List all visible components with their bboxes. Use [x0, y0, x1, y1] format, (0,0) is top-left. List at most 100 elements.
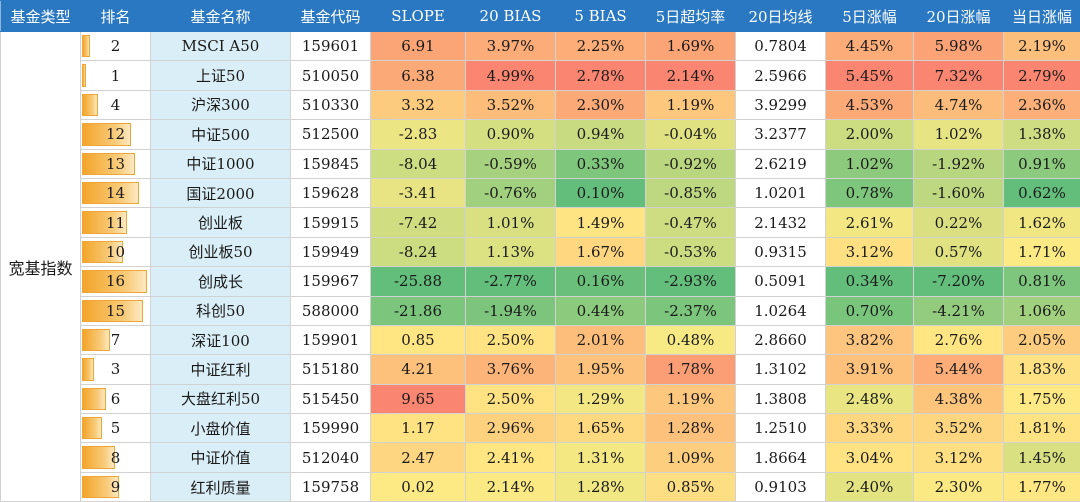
header-chg5[interactable]: 5日涨幅 — [825, 0, 914, 32]
ma20-cell: 0.9103 — [735, 471, 826, 502]
header-bias5[interactable]: 5 BIAS — [555, 0, 646, 32]
rank-value: 4 — [110, 95, 121, 114]
table-row[interactable]: 12 中证500 512500 -2.83 0.90% 0.94% -0.04% 3.2377… — [1, 119, 1080, 150]
fund-code-cell: 510050 — [290, 60, 371, 91]
table-row[interactable]: 10 创业板50 159949 -8.24 1.13% 1.67% -0.53% 0.9315… — [1, 236, 1080, 268]
chg5-cell: 2.61% — [825, 207, 914, 238]
slope-cell: -8.24 — [370, 236, 466, 268]
bias20-cell: 0.90% — [465, 119, 556, 150]
header-fund-name[interactable]: 基金名称 — [150, 0, 291, 32]
ma20-cell: 2.6219 — [735, 148, 826, 179]
chg20-cell: 2.30% — [913, 471, 1004, 502]
chg1-cell: 1.38% — [1003, 119, 1080, 150]
rank-data-bar — [82, 417, 103, 440]
table-row[interactable]: 1 上证50 510050 6.38 4.99% 2.78% 2.14% 2.5966 5.45… — [1, 60, 1080, 91]
chg20-cell: 7.32% — [913, 60, 1004, 91]
chg5-cell: 3.12% — [825, 236, 914, 268]
chg5-cell: 0.34% — [825, 266, 914, 297]
chg20-cell: -4.21% — [913, 295, 1004, 326]
table-row[interactable]: 16 创成长 159967 -25.88 -2.77% 0.16% -2.93% 0.5091… — [1, 266, 1080, 297]
fund-code-cell: 159901 — [290, 324, 371, 356]
bias20-cell: 1.13% — [465, 236, 556, 268]
excess5-cell: 1.09% — [645, 442, 736, 473]
fund-code-cell: 159990 — [290, 413, 371, 444]
header-chg1[interactable]: 当日涨幅 — [1003, 0, 1080, 32]
table-row[interactable]: 6 大盘红利50 515450 9.65 2.50% 1.29% 1.19% 1.3808 2.… — [1, 383, 1080, 415]
chg5-cell: 5.45% — [825, 60, 914, 91]
excess5-cell: -0.85% — [645, 177, 736, 209]
rank-value: 2 — [110, 37, 121, 56]
fund-code-cell: 159628 — [290, 177, 371, 209]
chg20-cell: 1.02% — [913, 119, 1004, 150]
chg1-cell: 2.05% — [1003, 324, 1080, 356]
chg5-cell: 3.82% — [825, 324, 914, 356]
chg1-cell: 1.45% — [1003, 442, 1080, 473]
excess5-cell: -2.93% — [645, 266, 736, 297]
header-fund-type[interactable]: 基金类型 — [0, 0, 81, 32]
bias20-cell: 2.50% — [465, 324, 556, 356]
header-chg20[interactable]: 20日涨幅 — [913, 0, 1004, 32]
header-excess5[interactable]: 5日超均率 — [645, 0, 736, 32]
chg5-cell: 1.02% — [825, 148, 914, 179]
table-row[interactable]: 3 中证红利 515180 4.21 3.76% 1.95% 1.78% 1.3102 3.91… — [1, 354, 1080, 385]
rank-cell: 6 — [80, 383, 151, 415]
bias5-cell: 1.31% — [555, 442, 646, 473]
fund-name-cell: 创成长 — [150, 266, 291, 297]
chg20-cell: -1.60% — [913, 177, 1004, 209]
chg5-cell: 2.00% — [825, 119, 914, 150]
fund-code-cell: 588000 — [290, 295, 371, 326]
header-ma20[interactable]: 20日均线 — [735, 0, 826, 32]
fund-name-cell: MSCI A50 — [150, 30, 291, 62]
rank-value: 8 — [110, 448, 121, 467]
slope-cell: -3.41 — [370, 177, 466, 209]
bias20-cell: -0.59% — [465, 148, 556, 179]
rank-cell: 12 — [80, 119, 151, 150]
table-row[interactable]: 5 小盘价值 159990 1.17 2.96% 1.65% 1.28% 1.2510 3.33… — [1, 413, 1080, 444]
header-fund-code[interactable]: 基金代码 — [290, 0, 371, 32]
table-row[interactable]: 15 科创50 588000 -21.86 -1.94% 0.44% -2.37% 1.026… — [1, 295, 1080, 326]
slope-cell: 2.47 — [370, 442, 466, 473]
table-row[interactable]: 4 沪深300 510330 3.32 3.52% 2.30% 1.19% 3.9299 4.5… — [1, 89, 1080, 121]
header-bias20[interactable]: 20 BIAS — [465, 0, 556, 32]
table-row[interactable]: 宽基指数 2 MSCI A50 159601 6.91 3.97% 2.25% 1.69% 0.… — [0, 30, 1080, 502]
rank-cell: 14 — [80, 177, 151, 209]
table-row[interactable]: 13 中证1000 159845 -8.04 -0.59% 0.33% -0.92% 2.62… — [1, 148, 1080, 179]
header-slope[interactable]: SLOPE — [370, 0, 466, 32]
chg1-cell: 1.75% — [1003, 383, 1080, 415]
bias20-cell: 2.96% — [465, 413, 556, 444]
rank-data-bar — [82, 64, 87, 87]
fund-name-cell: 中证1000 — [150, 148, 291, 179]
fund-name-cell: 沪深300 — [150, 89, 291, 121]
table-row[interactable]: 11 创业板 159915 -7.42 1.01% 1.49% -0.47% 2.1432 2.… — [1, 207, 1080, 238]
ma20-cell: 1.2510 — [735, 413, 826, 444]
rank-cell: 1 — [80, 60, 151, 91]
table-row[interactable]: 8 中证价值 512040 2.47 2.41% 1.31% 1.09% 1.8664 3.04… — [1, 442, 1080, 473]
fund-code-cell: 515180 — [290, 354, 371, 385]
fund-code-cell: 159758 — [290, 471, 371, 502]
excess5-cell: -2.37% — [645, 295, 736, 326]
chg20-cell: 0.57% — [913, 236, 1004, 268]
chg20-cell: 4.74% — [913, 89, 1004, 121]
bias20-cell: 1.01% — [465, 207, 556, 238]
header-rank[interactable]: 排名 — [80, 0, 151, 32]
rank-data-bar — [82, 270, 147, 293]
chg20-cell: 2.76% — [913, 324, 1004, 356]
ma20-cell: 1.0201 — [735, 177, 826, 209]
rank-value: 15 — [105, 301, 126, 320]
table-row[interactable]: 14 国证2000 159628 -3.41 -0.76% 0.10% -0.85% 1.02… — [1, 177, 1080, 209]
chg20-cell: 3.52% — [913, 413, 1004, 444]
chg20-cell: -7.20% — [913, 266, 1004, 297]
table-row[interactable]: 9 红利质量 159758 0.02 2.14% 1.28% 0.85% 0.9103 2.40… — [1, 471, 1080, 502]
table-row[interactable]: 7 深证100 159901 0.85 2.50% 2.01% 0.48% 2.8660 3.8… — [1, 324, 1080, 356]
rank-value: 9 — [110, 478, 121, 497]
bias20-cell: -1.94% — [465, 295, 556, 326]
slope-cell: 6.91 — [370, 30, 466, 62]
category-cell: 宽基指数 — [0, 30, 81, 502]
rank-cell: 16 — [80, 266, 151, 297]
rank-value: 16 — [105, 272, 126, 291]
ma20-cell: 1.3808 — [735, 383, 826, 415]
excess5-cell: 0.48% — [645, 324, 736, 356]
excess5-cell: -0.53% — [645, 236, 736, 268]
fund-code-cell: 159915 — [290, 207, 371, 238]
